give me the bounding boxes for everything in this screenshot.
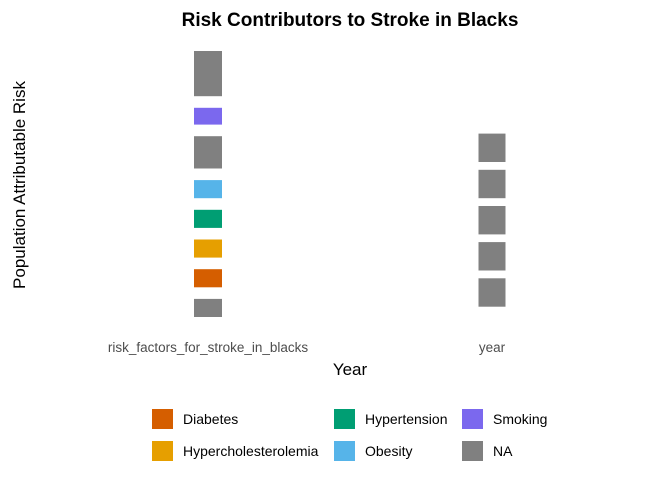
legend-label-na: NA (493, 443, 513, 459)
bar-segment-obesity-0-4 (194, 180, 222, 199)
legend: Diabetes Hypercholesterolemia Hypertension… (152, 409, 547, 461)
bar-segment-na-0-0 (194, 298, 222, 317)
legend-key-obesity (334, 441, 355, 461)
legend-label-smoking: Smoking (493, 411, 547, 427)
legend-key-na (462, 441, 483, 461)
legend-key-diabetes (152, 409, 173, 429)
legend-label-diabetes: Diabetes (183, 411, 238, 427)
bar-segment-na-1-1 (478, 242, 506, 271)
bar-segment-na-1-3 (478, 169, 506, 199)
bar-segment-na-1-2 (478, 206, 506, 235)
legend-key-hypertension (334, 409, 355, 429)
bar-segment-hypertension-0-3 (194, 209, 222, 228)
x-axis-title: Year (333, 360, 368, 379)
plot-bars (194, 51, 506, 317)
y-axis-title: Population Attributable Risk (10, 81, 29, 289)
legend-label-obesity: Obesity (365, 443, 412, 459)
x-tick-label-0: risk_factors_for_stroke_in_blacks (108, 340, 309, 355)
legend-key-smoking (462, 409, 483, 429)
bar-segment-diabetes-0-1 (194, 269, 222, 288)
legend-label-hypercholesterolemia: Hypercholesterolemia (183, 443, 319, 459)
x-tick-label-1: year (479, 340, 506, 355)
legend-key-hypercholesterolemia (152, 441, 173, 461)
legend-label-hypertension: Hypertension (365, 411, 448, 427)
bar-segment-na-0-7 (194, 51, 222, 97)
bar-segment-na-1-4 (478, 133, 506, 162)
bar-segment-hypercholesterolemia-0-2 (194, 239, 222, 258)
bar-segment-na-1-0 (478, 278, 506, 307)
bar-segment-na-0-5 (194, 136, 222, 169)
chart-title: Risk Contributors to Stroke in Blacks (182, 10, 519, 31)
bar-segment-smoking-0-6 (194, 107, 222, 125)
